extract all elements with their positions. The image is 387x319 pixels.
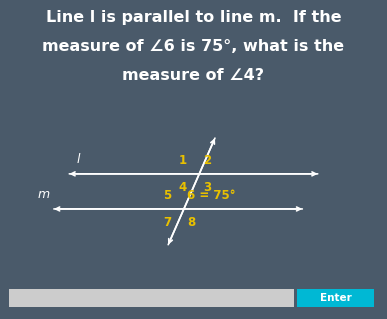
Text: 3: 3	[203, 181, 211, 194]
Text: Line l is parallel to line m.  If the: Line l is parallel to line m. If the	[46, 10, 341, 25]
Text: Enter: Enter	[320, 293, 352, 303]
Text: l: l	[76, 153, 80, 166]
Text: 4: 4	[178, 181, 187, 194]
Text: m: m	[38, 188, 50, 201]
Text: 2: 2	[203, 154, 211, 167]
Text: measure of ∠6 is 75°, what is the: measure of ∠6 is 75°, what is the	[43, 39, 344, 54]
Text: 7: 7	[163, 216, 171, 229]
Text: 5: 5	[163, 189, 171, 202]
Text: 6 = 75°: 6 = 75°	[187, 189, 236, 202]
Text: 8: 8	[187, 216, 195, 229]
Text: measure of ∠4?: measure of ∠4?	[123, 68, 264, 83]
Text: 1: 1	[178, 154, 187, 167]
Bar	[297, 290, 374, 307]
Bar	[9, 290, 294, 307]
